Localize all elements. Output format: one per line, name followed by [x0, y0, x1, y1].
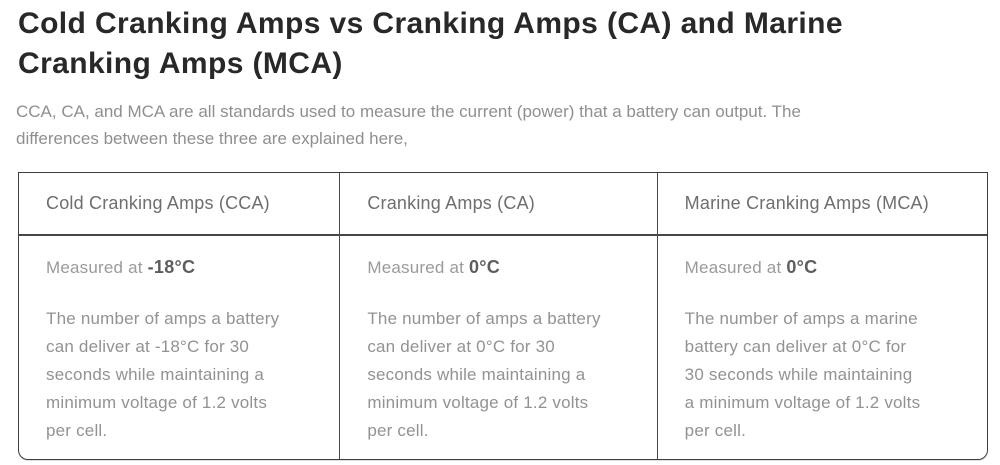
measured-at-line: Measured at 0°C [367, 257, 632, 278]
page-title: Cold Cranking Amps vs Cranking Amps (CA)… [18, 7, 843, 80]
temperature-value: -18°C [147, 257, 196, 277]
table-cell-ca: Measured at 0°C The number of amps a bat… [340, 236, 658, 459]
measured-at-line: Measured at -18°C [46, 257, 315, 278]
cell-description: The number of amps a battery can deliver… [46, 309, 280, 440]
table-header-row: Cold Cranking Amps (CCA) Cranking Amps (… [19, 173, 987, 236]
measured-at-line: Measured at 0°C [685, 257, 963, 278]
temperature-value: 0°C [786, 257, 818, 277]
article-page: Cold Cranking Amps vs Cranking Amps (CA)… [0, 4, 1000, 465]
measured-at-label: Measured at [684, 258, 782, 277]
table-cell-cca: Measured at -18°C The number of amps a b… [19, 236, 341, 459]
cell-description: The number of amps a marine battery can … [684, 309, 921, 440]
cell-description: The number of amps a battery can deliver… [367, 309, 601, 440]
measured-at-label: Measured at [367, 258, 465, 277]
intro-text: CCA, CA, and MCA are all standards used … [16, 102, 801, 148]
table-body-row: Measured at -18°C The number of amps a b… [19, 236, 987, 459]
measured-at-label: Measured at [46, 258, 143, 277]
comparison-table: Cold Cranking Amps (CCA) Cranking Amps (… [18, 172, 988, 460]
temperature-value: 0°C [468, 257, 501, 277]
table-header-cca: Cold Cranking Amps (CCA) [19, 173, 341, 234]
table-header-mca: Marine Cranking Amps (MCA) [684, 193, 929, 213]
table-header-ca: Cranking Amps (CA) [340, 173, 658, 234]
table-cell-mca: Measured at 0°C The number of amps a mar… [658, 236, 987, 459]
